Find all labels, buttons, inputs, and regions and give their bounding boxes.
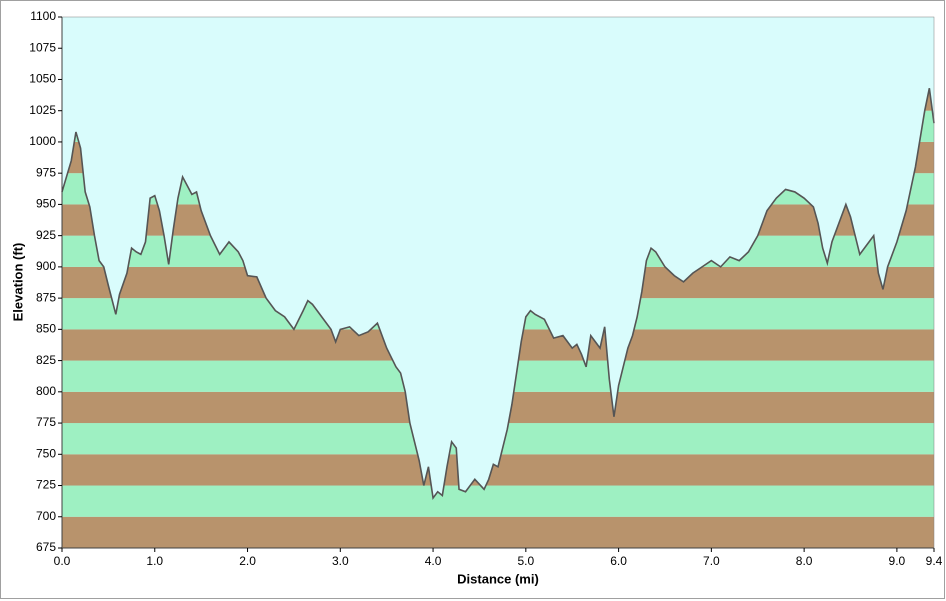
y-tick-label: 675 (36, 540, 56, 554)
y-tick-label: 700 (36, 509, 56, 523)
y-tick-label: 925 (36, 228, 56, 242)
x-tick-label: 1.0 (146, 554, 163, 568)
x-tick-label: 3.0 (332, 554, 349, 568)
x-tick-label: 9.0 (889, 554, 906, 568)
x-tick-label: 8.0 (796, 554, 813, 568)
elevation-line (61, 88, 935, 501)
y-tick-label: 1050 (29, 72, 56, 86)
y-tick-label: 800 (36, 384, 56, 398)
y-tick-label: 825 (36, 353, 56, 367)
x-tick-label: 7.0 (703, 554, 720, 568)
y-tick-label: 1075 (29, 40, 56, 54)
y-tick-label: 875 (36, 290, 56, 304)
y-tick-label: 725 (36, 478, 56, 492)
y-tick-label: 1000 (29, 134, 56, 148)
x-tick-label: 6.0 (610, 554, 627, 568)
y-tick-label: 775 (36, 415, 56, 429)
x-tick-label: 4.0 (425, 554, 442, 568)
x-tick-label: 2.0 (239, 554, 256, 568)
y-tick-label: 850 (36, 322, 56, 336)
elevation-band (62, 485, 934, 517)
x-axis-label: Distance (mi) (457, 571, 539, 586)
elevation-band (62, 516, 934, 548)
y-tick-label: 1025 (29, 103, 56, 117)
plot-border (61, 16, 935, 549)
x-tick-label: 5.0 (517, 554, 534, 568)
y-tick-label: 750 (36, 446, 56, 460)
x-tick-label: 9.4 (926, 554, 943, 568)
y-tick-label: 900 (36, 259, 56, 273)
y-tick-label: 950 (36, 197, 56, 211)
y-tick-label: 975 (36, 165, 56, 179)
y-tick-label: 1100 (30, 9, 56, 23)
x-tick-label: 0.0 (54, 554, 71, 568)
y-axis-label: Elevation (ft) (10, 243, 25, 322)
